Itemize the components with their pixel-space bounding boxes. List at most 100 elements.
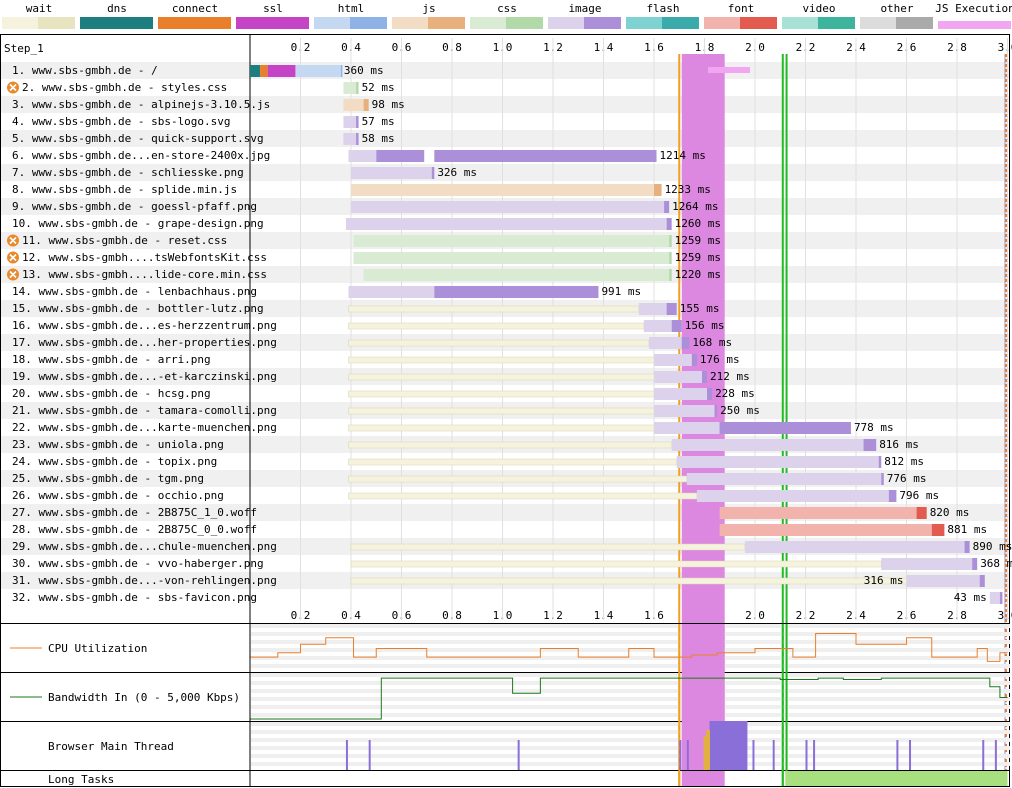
download-bar: [669, 269, 672, 281]
request-row: 9. www.sbs-gmbh.de - goessl-pfaff.png 126…: [12, 200, 719, 213]
step-label: Step_1: [4, 42, 44, 55]
wait-bar: [348, 441, 672, 449]
row-background: [0, 79, 1010, 96]
request-row: 22. www.sbs-gmbh.de...karte-muenchen.png…: [12, 421, 894, 434]
request-bar: [654, 405, 715, 417]
legend-item: dns: [80, 2, 153, 29]
legend-swatch-dark: [194, 17, 231, 29]
request-bar: [989, 592, 1000, 604]
request-row: 29. www.sbs-gmbh.de...chule-muenchen.png…: [12, 540, 1012, 553]
wait-bar: [348, 356, 655, 364]
request-bar: [343, 99, 364, 111]
panel-label: Bandwidth In (0 - 5,000 Kbps): [48, 691, 240, 704]
request-label: 1. www.sbs-gmbh.de - /: [12, 64, 158, 77]
legend-label: connect: [172, 2, 218, 15]
request-bar: [696, 490, 889, 502]
request-time: 1260 ms: [675, 217, 721, 230]
request-row: 15. www.sbs-gmbh.de - bottler-lutz.png 15…: [12, 302, 719, 315]
request-row: 18. www.sbs-gmbh.de - arri.png 176 ms: [12, 353, 740, 366]
download-bar: [916, 507, 927, 519]
legend-swatch-light: [158, 17, 194, 29]
tick-label: 3.0: [998, 41, 1012, 54]
request-time: 156 ms: [685, 319, 725, 332]
legend-item: font: [704, 2, 777, 29]
legend-label: wait: [26, 2, 53, 15]
request-bar: [345, 218, 667, 230]
row-background: [0, 589, 1010, 606]
wait-bar: [350, 543, 746, 551]
request-time: 168 ms: [692, 336, 732, 349]
download-bar: [691, 354, 697, 366]
request-bar: [348, 286, 435, 298]
request-bar: [654, 354, 692, 366]
download-bar: [964, 541, 970, 553]
legend-swatch-dark: [272, 17, 309, 29]
panel: CPU Utilization: [0, 623, 1010, 668]
download-bar: [664, 201, 670, 213]
download-bar: [434, 286, 599, 298]
request-bar: [719, 507, 917, 519]
request-label: 25. www.sbs-gmbh.de - tgm.png: [12, 472, 204, 485]
render-blocking-cross: [9, 253, 17, 262]
request-bar: [654, 388, 708, 400]
request-row: 12. www.sbs-gmbh....tsWebfontsKit.css 125…: [7, 251, 721, 264]
request-label: 5. www.sbs-gmbh.de - quick-support.svg: [12, 132, 264, 145]
chart-frame: [0, 34, 1010, 787]
request-label: 6. www.sbs-gmbh.de...en-store-2400x.jpg: [12, 149, 270, 162]
request-row: 30. www.sbs-gmbh.de - vvo-haberger.png 36…: [12, 557, 1012, 570]
main-thread-spike: [517, 740, 520, 770]
row-background: [0, 164, 1010, 181]
download-bar: [666, 303, 677, 315]
legend-swatch-light: [704, 17, 740, 29]
request-time: 881 ms: [947, 523, 987, 536]
legend-label: ssl: [263, 2, 283, 15]
x-axis-top: 0.2 0.4 0.6 0.8 1.0 1.2 1.4 1.6 1.8 2.0 2.2 2.4 2.6 2…: [291, 41, 1012, 54]
wait-bar: [348, 407, 655, 415]
panel-stripe: [251, 648, 1010, 652]
request-time: 316 ms: [864, 574, 904, 587]
request-label: 11. www.sbs-gmbh.de - reset.css: [22, 234, 227, 247]
download-bar: [431, 167, 435, 179]
request-row: 5. www.sbs-gmbh.de - quick-support.svg 58…: [12, 132, 395, 145]
request-row: 10. www.sbs-gmbh.de - grape-design.png 12…: [12, 217, 721, 230]
request-label: 8. www.sbs-gmbh.de - splide.min.js: [12, 183, 237, 196]
main-thread-spike: [679, 740, 682, 770]
request-time: 368 ms: [980, 557, 1012, 570]
panel-stripe: [251, 664, 1010, 668]
download-bar: [356, 116, 359, 128]
panel-label: Long Tasks: [48, 773, 114, 786]
legend-swatch-light: [782, 17, 818, 29]
wait-bar: [348, 475, 688, 483]
request-bar: [351, 167, 432, 179]
download-bar: [356, 82, 359, 94]
download-bar: [356, 133, 359, 145]
request-bar: [343, 133, 357, 145]
request-row: 17. www.sbs-gmbh.de...her-properties.png…: [12, 336, 732, 349]
download-bar: [931, 524, 945, 536]
main-thread-spike: [909, 740, 912, 770]
wait-bar: [348, 339, 650, 347]
request-bar: [654, 422, 720, 434]
main-thread-spike: [896, 740, 899, 770]
request-row: 7. www.sbs-gmbh.de - schliesske.png 326 m…: [12, 166, 477, 179]
request-label: 13. www.sbs-gmbh....lide-core.min.css: [22, 268, 267, 281]
request-time: 812 ms: [884, 455, 924, 468]
row-background: [0, 113, 1010, 130]
request-label: 22. www.sbs-gmbh.de...karte-muenchen.png: [12, 421, 277, 434]
request-bar: [351, 184, 654, 196]
request-row: 24. www.sbs-gmbh.de - topix.png 812 ms: [12, 455, 924, 468]
panel-stripe: [251, 746, 1010, 750]
request-time: 820 ms: [930, 506, 970, 519]
long-task-bar: [785, 771, 1008, 786]
legend-swatch-dark: [818, 17, 855, 29]
request-row: 14. www.sbs-gmbh.de - lenbachhaus.png 991…: [12, 285, 641, 298]
panel-stripe: [251, 632, 1010, 636]
download-bar: [979, 575, 985, 587]
legend-item: js: [392, 2, 465, 29]
panel-label: Browser Main Thread: [48, 740, 174, 753]
request-time: 250 ms: [720, 404, 760, 417]
legend-swatch-dark: [740, 17, 777, 29]
request-label: 24. www.sbs-gmbh.de - topix.png: [12, 455, 217, 468]
request-label: 7. www.sbs-gmbh.de - schliesske.png: [12, 166, 244, 179]
